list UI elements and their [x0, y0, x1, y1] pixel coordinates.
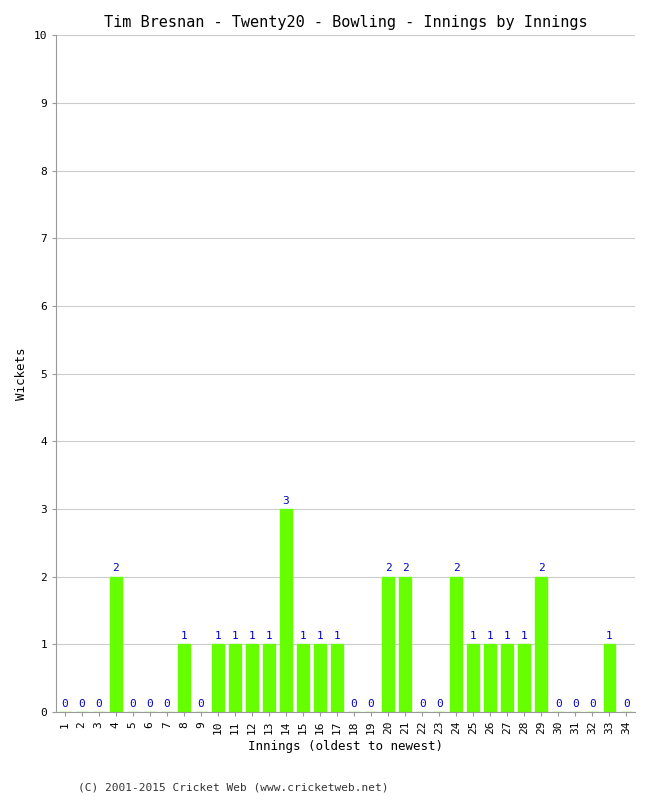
Bar — [501, 644, 514, 712]
Text: (C) 2001-2015 Cricket Web (www.cricketweb.net): (C) 2001-2015 Cricket Web (www.cricketwe… — [78, 782, 389, 792]
Text: 1: 1 — [231, 631, 239, 641]
Text: 0: 0 — [146, 698, 153, 709]
Text: 1: 1 — [521, 631, 528, 641]
Bar — [382, 577, 394, 712]
Bar — [467, 644, 479, 712]
Text: 1: 1 — [181, 631, 187, 641]
Text: 0: 0 — [96, 698, 102, 709]
Text: 0: 0 — [198, 698, 204, 709]
Text: 0: 0 — [61, 698, 68, 709]
Bar — [263, 644, 275, 712]
Text: 1: 1 — [300, 631, 306, 641]
Text: 0: 0 — [78, 698, 85, 709]
Title: Tim Bresnan - Twenty20 - Bowling - Innings by Innings: Tim Bresnan - Twenty20 - Bowling - Innin… — [104, 15, 588, 30]
Text: 1: 1 — [333, 631, 341, 641]
Text: 1: 1 — [214, 631, 221, 641]
Bar — [399, 577, 411, 712]
Bar — [536, 577, 547, 712]
Bar — [212, 644, 224, 712]
Text: 0: 0 — [623, 698, 630, 709]
Bar — [331, 644, 343, 712]
Text: 0: 0 — [419, 698, 426, 709]
Text: 2: 2 — [538, 563, 545, 574]
Bar — [603, 644, 616, 712]
Text: 1: 1 — [266, 631, 272, 641]
Text: 0: 0 — [572, 698, 578, 709]
Text: 1: 1 — [606, 631, 613, 641]
Text: 0: 0 — [129, 698, 136, 709]
Bar — [484, 644, 496, 712]
Text: 3: 3 — [283, 495, 289, 506]
Text: 0: 0 — [163, 698, 170, 709]
Bar — [297, 644, 309, 712]
Text: 0: 0 — [368, 698, 374, 709]
X-axis label: Innings (oldest to newest): Innings (oldest to newest) — [248, 740, 443, 753]
Y-axis label: Wickets: Wickets — [15, 347, 28, 400]
Text: 1: 1 — [487, 631, 493, 641]
Text: 1: 1 — [248, 631, 255, 641]
Bar — [229, 644, 241, 712]
Bar — [450, 577, 462, 712]
Text: 0: 0 — [555, 698, 562, 709]
Bar — [178, 644, 190, 712]
Text: 0: 0 — [589, 698, 596, 709]
Bar — [314, 644, 326, 712]
Text: 0: 0 — [351, 698, 358, 709]
Text: 1: 1 — [470, 631, 476, 641]
Text: 1: 1 — [317, 631, 324, 641]
Bar — [110, 577, 122, 712]
Text: 2: 2 — [385, 563, 391, 574]
Bar — [246, 644, 258, 712]
Bar — [280, 509, 292, 712]
Text: 0: 0 — [436, 698, 443, 709]
Bar — [518, 644, 530, 712]
Text: 2: 2 — [112, 563, 119, 574]
Text: 2: 2 — [453, 563, 460, 574]
Text: 2: 2 — [402, 563, 408, 574]
Text: 1: 1 — [504, 631, 511, 641]
